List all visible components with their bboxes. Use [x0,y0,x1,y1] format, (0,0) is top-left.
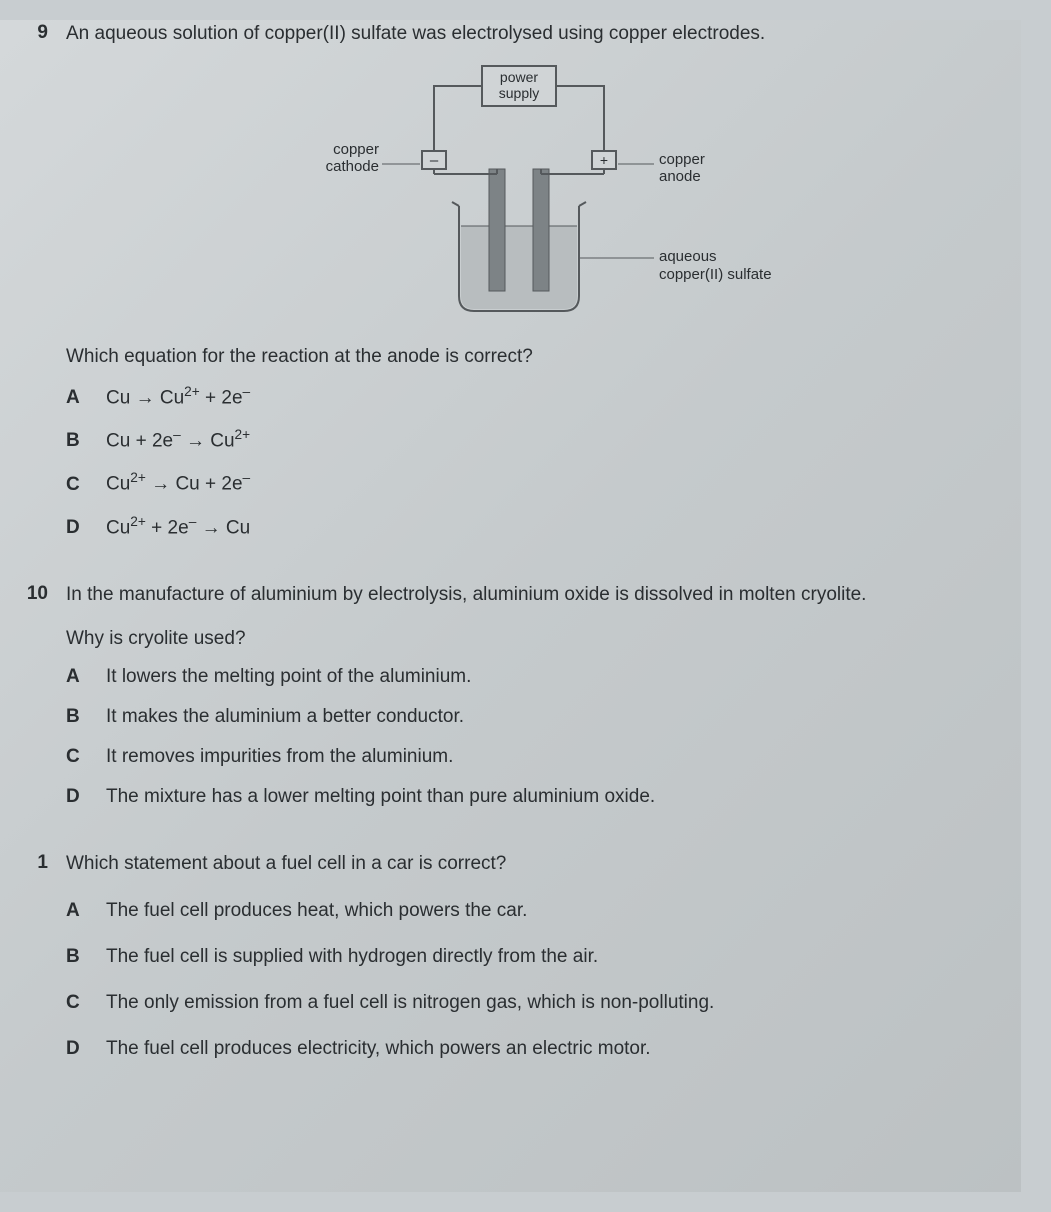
question-body: Why is cryolite used? A It lowers the me… [66,628,981,808]
svg-text:copper: copper [659,151,705,168]
question-text: An aqueous solution of copper(II) sulfat… [66,20,981,48]
option-B: B Cu + 2e– → Cu2+ [66,427,981,452]
question-11: 1 Which statement about a fuel cell in a… [20,850,981,1060]
svg-text:copper(II) sulfate: copper(II) sulfate [659,266,772,283]
options-list: A Cu → Cu2+ + 2e– B Cu + 2e– → Cu2+ C Cu… [66,384,981,539]
option-text: The mixture has a lower melting point th… [106,786,981,808]
option-B: B It makes the aluminium a better conduc… [66,706,981,728]
question-number: 9 [20,20,48,44]
option-B: B The fuel cell is supplied with hydroge… [66,946,981,968]
question-number: 10 [20,581,48,605]
option-text: The fuel cell produces electricity, whic… [106,1038,981,1060]
question-body: powersupply–+coppercathodecopperanodeaqu… [66,56,981,539]
option-text: The fuel cell is supplied with hydrogen … [106,946,981,968]
option-D: D The mixture has a lower melting point … [66,786,981,808]
option-text: Cu + 2e– → Cu2+ [106,427,981,452]
question-header: 1 Which statement about a fuel cell in a… [20,850,981,878]
option-text: The only emission from a fuel cell is ni… [106,992,981,1014]
option-D: D The fuel cell produces electricity, wh… [66,1038,981,1060]
option-letter: B [66,430,84,452]
option-A: A Cu → Cu2+ + 2e– [66,384,981,409]
option-A: A The fuel cell produces heat, which pow… [66,900,981,922]
option-text: It lowers the melting point of the alumi… [106,666,981,688]
option-text: Cu → Cu2+ + 2e– [106,384,981,409]
electrolysis-diagram: powersupply–+coppercathodecopperanodeaqu… [66,56,981,326]
svg-text:cathode: cathode [325,158,378,175]
svg-text:+: + [599,152,607,168]
option-C: C The only emission from a fuel cell is … [66,992,981,1014]
option-text: It removes impurities from the aluminium… [106,746,981,768]
option-text: Cu2+ + 2e– → Cu [106,514,981,539]
exam-page: 9 An aqueous solution of copper(II) sulf… [0,20,1021,1192]
question-9: 9 An aqueous solution of copper(II) sulf… [20,20,981,539]
options-list: A It lowers the melting point of the alu… [66,666,981,808]
option-letter: C [66,992,84,1014]
question-10: 10 In the manufacture of aluminium by el… [20,581,981,809]
option-letter: D [66,1038,84,1060]
question-text: Which statement about a fuel cell in a c… [66,850,981,878]
option-text: The fuel cell produces heat, which power… [106,900,981,922]
svg-text:anode: anode [659,168,701,185]
svg-text:supply: supply [498,85,538,101]
option-letter: A [66,900,84,922]
option-A: A It lowers the melting point of the alu… [66,666,981,688]
options-list: A The fuel cell produces heat, which pow… [66,900,981,1060]
svg-text:aqueous: aqueous [659,248,717,265]
question-number: 1 [20,850,48,874]
sub-question: Why is cryolite used? [66,628,981,650]
option-C: C Cu2+ → Cu + 2e– [66,470,981,495]
question-text: In the manufacture of aluminium by elect… [66,581,981,609]
sub-question: Which equation for the reaction at the a… [66,346,981,368]
svg-text:–: – [429,152,438,169]
question-header: 10 In the manufacture of aluminium by el… [20,581,981,609]
question-header: 9 An aqueous solution of copper(II) sulf… [20,20,981,48]
svg-text:copper: copper [333,141,379,158]
option-letter: B [66,946,84,968]
option-text: Cu2+ → Cu + 2e– [106,470,981,495]
option-letter: B [66,706,84,728]
option-C: C It removes impurities from the alumini… [66,746,981,768]
option-letter: A [66,666,84,688]
option-letter: D [66,786,84,808]
svg-text:power: power [499,69,537,85]
option-D: D Cu2+ + 2e– → Cu [66,514,981,539]
option-letter: C [66,746,84,768]
question-body: A The fuel cell produces heat, which pow… [66,900,981,1060]
option-letter: D [66,517,84,539]
option-letter: C [66,474,84,496]
option-text: It makes the aluminium a better conducto… [106,706,981,728]
option-letter: A [66,387,84,409]
